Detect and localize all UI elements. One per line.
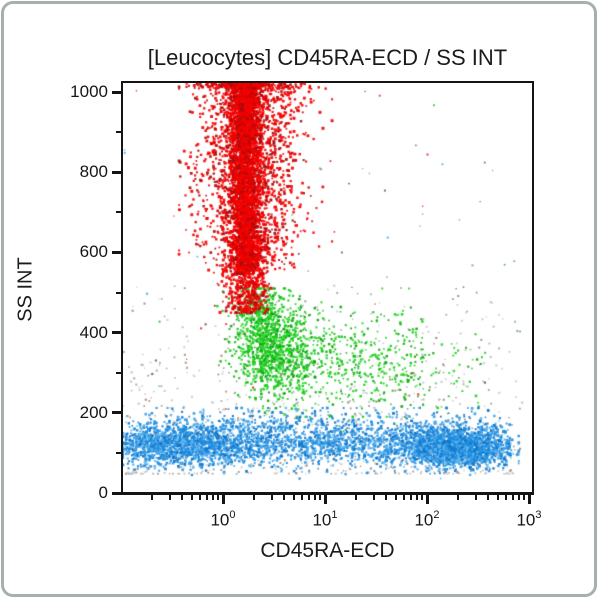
x-tick-label: 101	[312, 509, 338, 530]
y-tick-label: 800	[79, 162, 108, 182]
x-minor-tick	[206, 495, 209, 500]
x-tick-label: 102	[414, 509, 440, 530]
y-major-tick	[112, 170, 121, 174]
x-axis-label: CD45RA-ECD	[260, 539, 395, 562]
y-tick-label: 0	[98, 483, 108, 502]
y-tick-label: 1000	[70, 82, 108, 101]
x-minor-tick	[456, 495, 459, 500]
x-minor-tick	[518, 495, 521, 500]
x-major-tick	[527, 495, 531, 504]
y-minor-tick	[116, 131, 121, 134]
y-major-tick	[112, 90, 121, 94]
y-minor-tick	[116, 291, 121, 294]
y-major-tick	[112, 331, 121, 335]
x-minor-tick	[191, 495, 194, 500]
y-minor-tick	[116, 451, 121, 454]
x-minor-tick	[505, 495, 508, 500]
x-minor-tick	[308, 495, 311, 500]
y-axis-label: SS INT	[14, 257, 37, 322]
y-tick-label: 200	[79, 402, 108, 422]
plot-frame	[121, 81, 534, 495]
x-minor-tick	[301, 495, 304, 500]
x-major-tick	[425, 495, 429, 504]
x-minor-tick	[372, 495, 375, 500]
y-minor-tick	[116, 371, 121, 374]
x-minor-tick	[395, 495, 398, 500]
x-minor-tick	[523, 495, 526, 500]
x-minor-tick	[403, 495, 406, 500]
x-minor-tick	[168, 495, 171, 500]
x-minor-tick	[217, 495, 220, 500]
x-minor-tick	[497, 495, 500, 500]
y-tick-label: 400	[79, 322, 108, 342]
chart-title: [Leucocytes] CD45RA-ECD / SS INT	[147, 45, 508, 70]
y-major-tick	[112, 411, 121, 415]
x-minor-tick	[199, 495, 202, 500]
y-major-tick	[112, 491, 121, 495]
scatter-canvas	[123, 83, 532, 493]
x-minor-tick	[270, 495, 273, 500]
x-minor-tick	[410, 495, 413, 500]
x-minor-tick	[319, 495, 322, 500]
x-tick-label: 100	[210, 509, 236, 530]
x-minor-tick	[181, 495, 184, 500]
x-minor-tick	[293, 495, 296, 500]
x-minor-tick	[252, 495, 255, 500]
x-minor-tick	[283, 495, 286, 500]
x-minor-tick	[385, 495, 388, 500]
x-minor-tick	[512, 495, 515, 500]
x-minor-tick	[212, 495, 215, 500]
x-tick-label: 103	[516, 509, 542, 530]
y-minor-tick	[116, 211, 121, 214]
x-minor-tick	[354, 495, 357, 500]
x-major-tick	[221, 495, 225, 504]
x-minor-tick	[487, 495, 490, 500]
y-major-tick	[112, 250, 121, 254]
x-major-tick	[323, 495, 327, 504]
x-minor-tick	[416, 495, 419, 500]
x-minor-tick	[314, 495, 317, 500]
y-tick-label: 600	[79, 242, 108, 262]
x-minor-tick	[474, 495, 477, 500]
x-minor-tick	[421, 495, 424, 500]
x-minor-tick	[150, 495, 153, 500]
